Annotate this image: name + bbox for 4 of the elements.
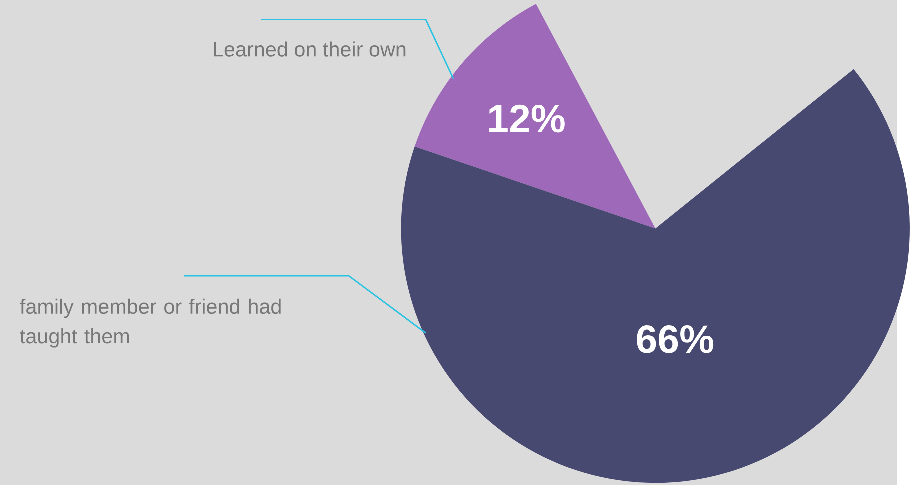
slice-label: family member or friend had taught them: [20, 298, 281, 348]
data-label: 12%: [490, 104, 565, 133]
slice-label: Learned on their own: [214, 42, 406, 57]
data-label: 66%: [637, 325, 714, 354]
